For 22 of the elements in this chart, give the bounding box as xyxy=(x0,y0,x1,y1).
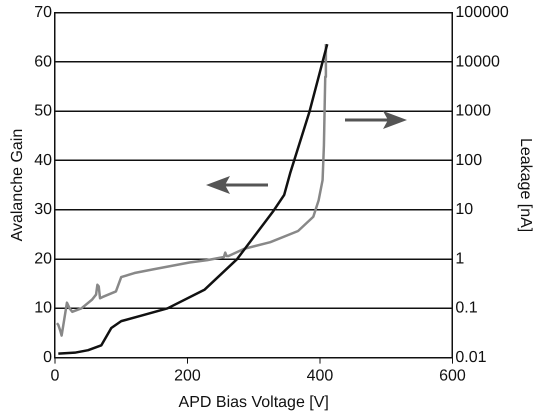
y2-tick-label: 1000 xyxy=(455,102,492,120)
y-tick-label: 50 xyxy=(34,102,52,120)
y2-tick-label: 0.01 xyxy=(455,349,487,366)
y2-tick-label: 10 xyxy=(455,201,474,218)
y-tick-label: 60 xyxy=(34,53,52,70)
y2-tick-label: 10000 xyxy=(455,53,500,70)
x-tick-label: 600 xyxy=(439,368,466,385)
y-tick-label: 0 xyxy=(43,349,52,366)
y2-tick-label: 1 xyxy=(455,250,464,268)
y-tick-label: 30 xyxy=(34,201,52,218)
y-tick-label: 10 xyxy=(34,300,52,317)
x-tick-label: 200 xyxy=(174,368,201,385)
y2-tick-label: 100 xyxy=(455,152,482,169)
y2-axis-title: Leakage [nA] xyxy=(516,138,534,232)
x-axis-title: APD Bias Voltage [V] xyxy=(178,394,329,411)
y-tick-label: 20 xyxy=(34,250,52,268)
y2-tick-label: 0.1 xyxy=(455,300,478,317)
y-tick-label: 40 xyxy=(34,152,52,169)
y-tick-label: 70 xyxy=(34,4,52,22)
y2-tick-label: 100000 xyxy=(455,4,509,22)
y-axis-title: Avalanche Gain xyxy=(9,128,26,242)
x-tick-label: 400 xyxy=(306,368,334,385)
